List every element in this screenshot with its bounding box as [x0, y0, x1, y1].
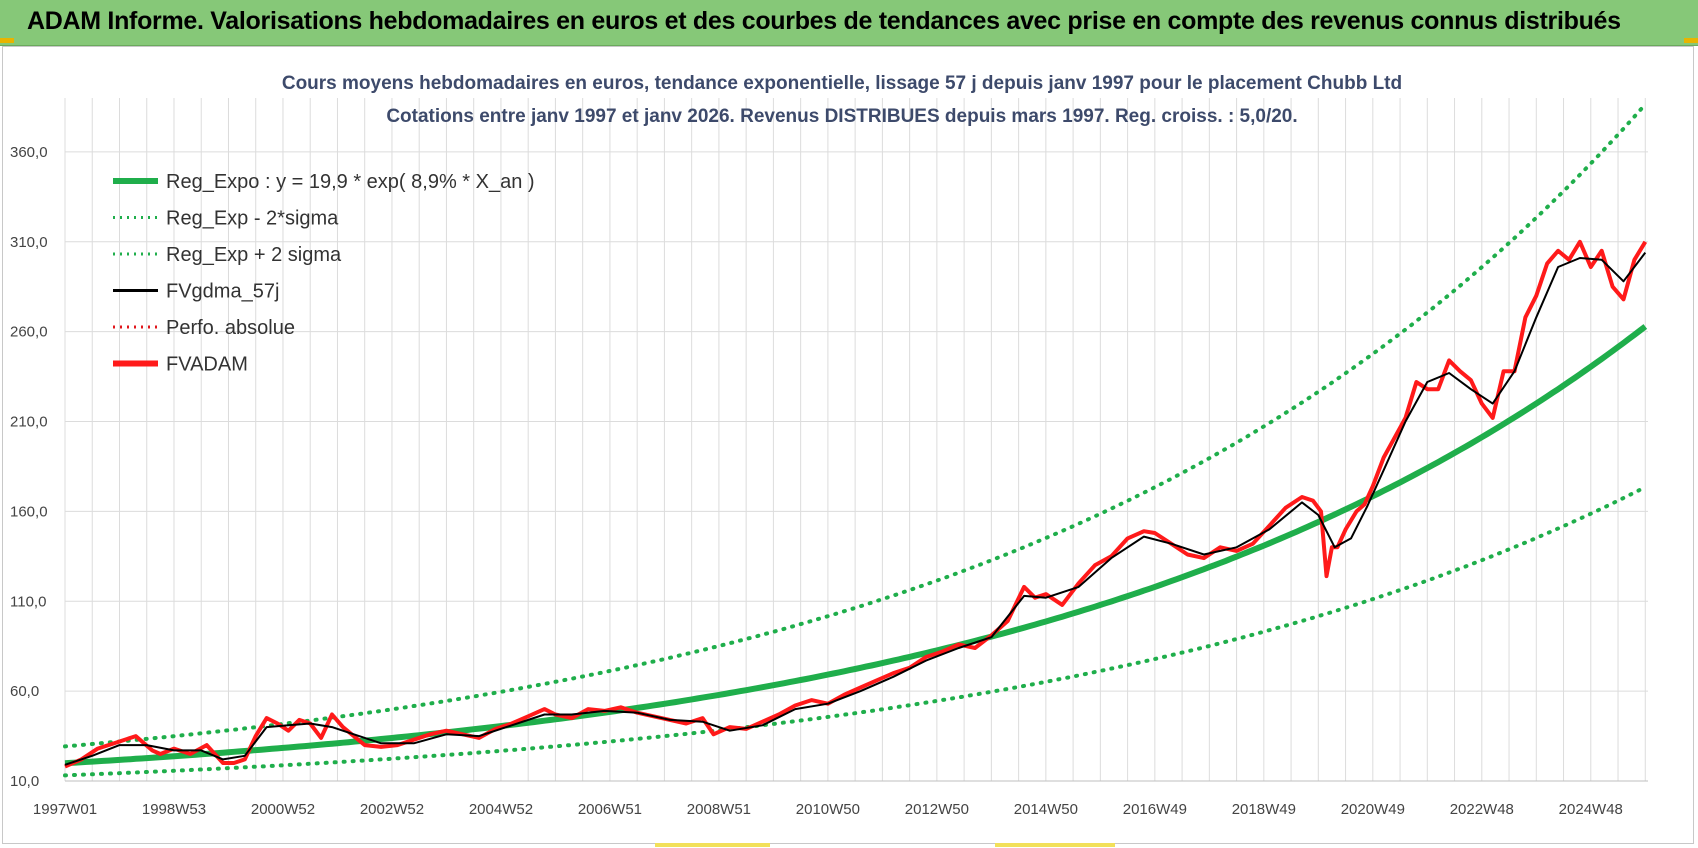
x-tick-label: 2018W49 [1232, 801, 1296, 818]
bottom-tab-marker [655, 843, 770, 847]
series-fvgdma-57j [64, 251, 1647, 766]
report-banner: ADAM Informe. Valorisations hebdomadaire… [0, 0, 1698, 46]
y-tick-label: 160,0 [10, 503, 48, 520]
grid-lines [64, 98, 1648, 782]
legend-label: Reg_Expo : y = 19,9 * exp( 8,9% * X_an ) [166, 171, 535, 193]
y-tick-label: 10,0 [10, 773, 39, 790]
y-axis-ticks: 10,0 60,0 110,0 160,0 210,0 260,0 310,0 360,0 [10, 144, 48, 790]
x-tick-label: 1998W53 [142, 801, 206, 818]
x-tick-label: 2006W51 [578, 801, 642, 818]
corner-marker-left [0, 38, 14, 43]
legend-label: Perfo. absolue [166, 317, 295, 339]
series-reg-exp-plus-2sigma [63, 102, 1648, 749]
chart-title: Cours moyens hebdomadaires en euros, ten… [282, 73, 1402, 94]
x-tick-label: 2002W52 [360, 801, 424, 818]
bottom-tab-marker [995, 843, 1115, 847]
chart-frame [2, 46, 1694, 844]
chart-subtitle: Cotations entre janv 1997 et janv 2026. … [386, 106, 1297, 127]
y-tick-label: 210,0 [10, 414, 48, 431]
y-tick-label: 360,0 [10, 144, 48, 161]
legend-label: Reg_Exp - 2*sigma [166, 208, 339, 230]
legend-label: FVADAM [166, 354, 248, 376]
y-tick-label: 310,0 [10, 234, 48, 251]
x-tick-label: 2010W50 [796, 801, 860, 818]
legend-label: Reg_Exp + 2 sigma [166, 244, 342, 266]
x-tick-label: 2024W48 [1559, 801, 1623, 818]
legend-label: FVgdma_57j [166, 281, 279, 303]
x-tick-label: 2004W52 [469, 801, 533, 818]
x-axis-ticks: 1997W01 1998W53 2000W52 2002W52 2004W52 2006W… [33, 801, 1623, 818]
x-tick-label: 2020W49 [1341, 801, 1405, 818]
x-tick-label: 2016W49 [1123, 801, 1187, 818]
x-tick-label: 2014W50 [1014, 801, 1078, 818]
x-tick-label: 2012W50 [905, 801, 969, 818]
x-tick-label: 2000W52 [251, 801, 315, 818]
y-tick-label: 110,0 [10, 593, 46, 610]
series-reg-expo [64, 324, 1648, 767]
y-tick-label: 260,0 [10, 324, 48, 341]
x-tick-label: 2008W51 [687, 801, 751, 818]
x-tick-label: 2022W48 [1450, 801, 1514, 818]
y-tick-label: 60,0 [10, 683, 39, 700]
series-group [63, 102, 1648, 778]
legend: Reg_Expo : y = 19,9 * exp( 8,9% * X_an )… [113, 171, 535, 376]
series-reg-exp-minus-2sigma [63, 485, 1648, 778]
x-tick-label: 1997W01 [33, 801, 97, 818]
report-title: ADAM Informe. Valorisations hebdomadaire… [27, 7, 1621, 35]
corner-marker-right [1684, 38, 1698, 43]
series-fvadam [64, 239, 1648, 769]
